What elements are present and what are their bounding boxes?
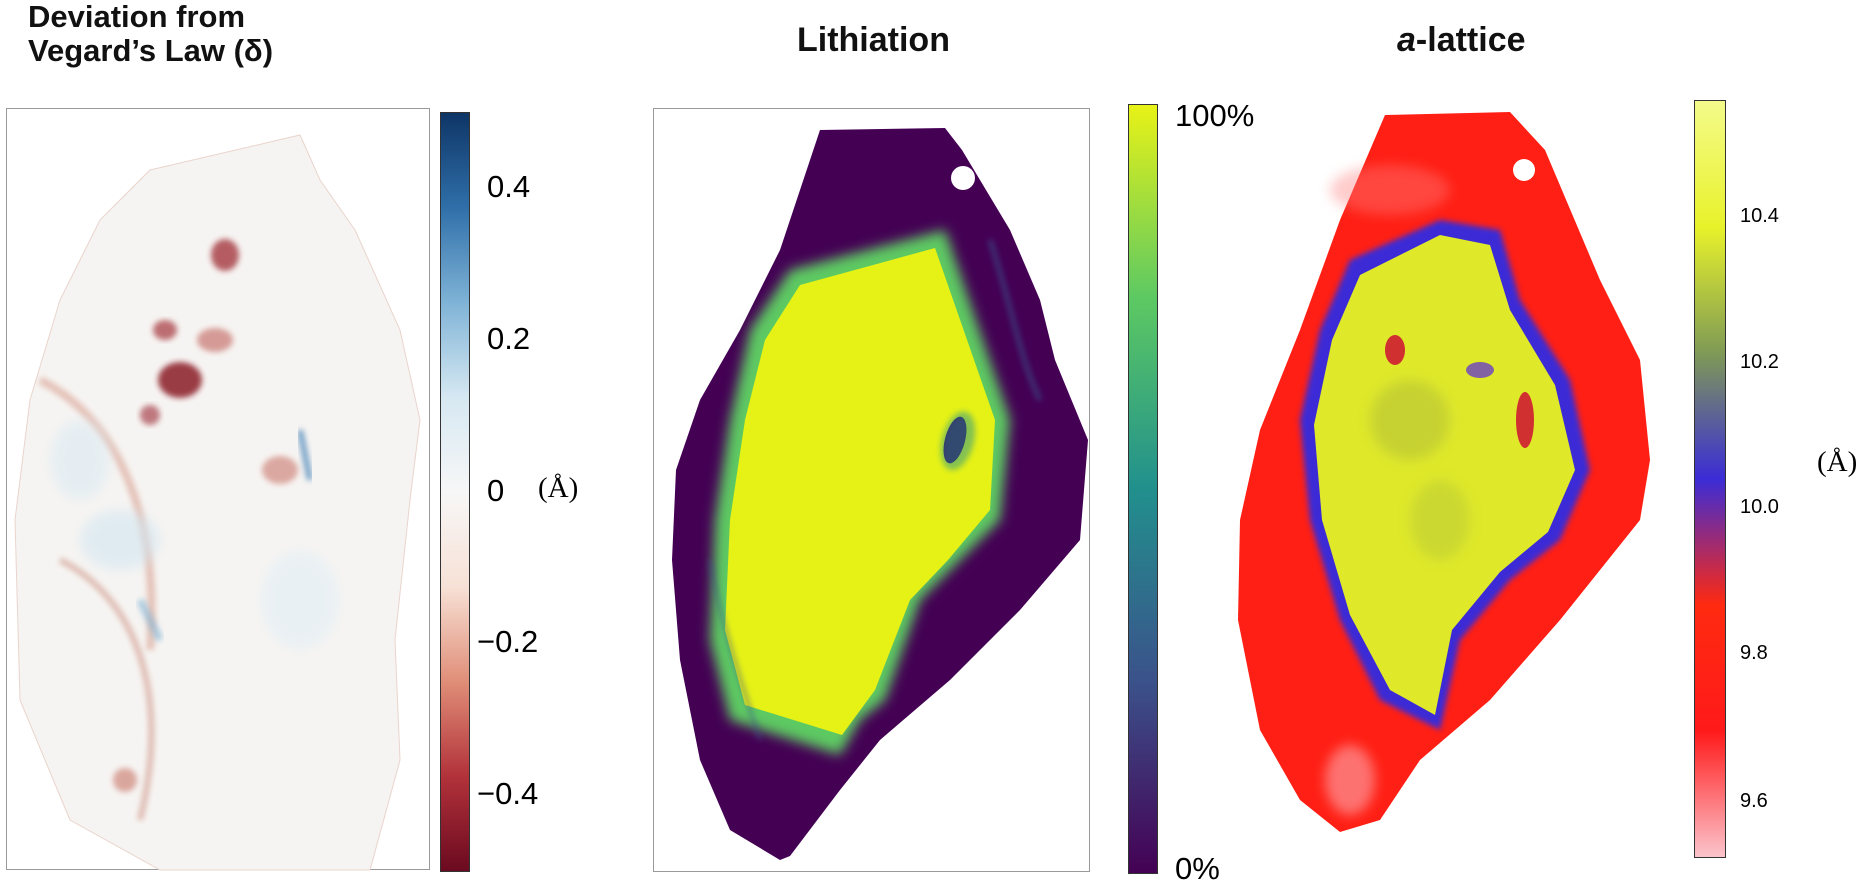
panel3-tick-9.8: 9.8	[1740, 642, 1768, 664]
panel3-heatmap	[1238, 112, 1650, 832]
panel2-tick-0: 0%	[1175, 851, 1220, 886]
panel1-tick-0: 0	[487, 473, 505, 508]
panel1-colorbar	[440, 112, 470, 872]
panel1-title: Deviation from Vegard’s Law (δ)	[28, 0, 273, 68]
panel1-tick-0.2: 0.2	[487, 321, 531, 356]
panel2-tick-100: 100%	[1175, 98, 1255, 133]
panel1-title-line2: Vegard’s Law (δ)	[28, 33, 274, 69]
panel2-title: Lithiation	[797, 21, 950, 59]
panel3-tick-10.0: 10.0	[1740, 496, 1779, 518]
panel3-unit: (Å)	[1817, 446, 1858, 478]
panel1-title-line1: Deviation from	[28, 0, 246, 34]
panel3-title: a-lattice	[1397, 21, 1526, 59]
panel3-tick-10.4: 10.4	[1740, 205, 1779, 227]
panel1-tick-neg0.2: −0.2	[477, 624, 539, 659]
panel2-colorbar	[1128, 104, 1158, 874]
panel1-tick-0.4: 0.4	[487, 169, 531, 204]
panel3-tick-10.2: 10.2	[1740, 351, 1779, 373]
panel1-heatmap	[14, 134, 421, 871]
panel3-colorbar	[1694, 100, 1726, 858]
panel3-title-italic: a	[1397, 21, 1416, 59]
panel1-unit: (Å)	[538, 472, 579, 504]
panel1-tick-neg0.4: −0.4	[477, 776, 539, 811]
panel2-heatmap	[672, 128, 1088, 860]
panel3-tick-9.6: 9.6	[1740, 790, 1768, 812]
panel3-title-rest: -lattice	[1415, 21, 1526, 59]
